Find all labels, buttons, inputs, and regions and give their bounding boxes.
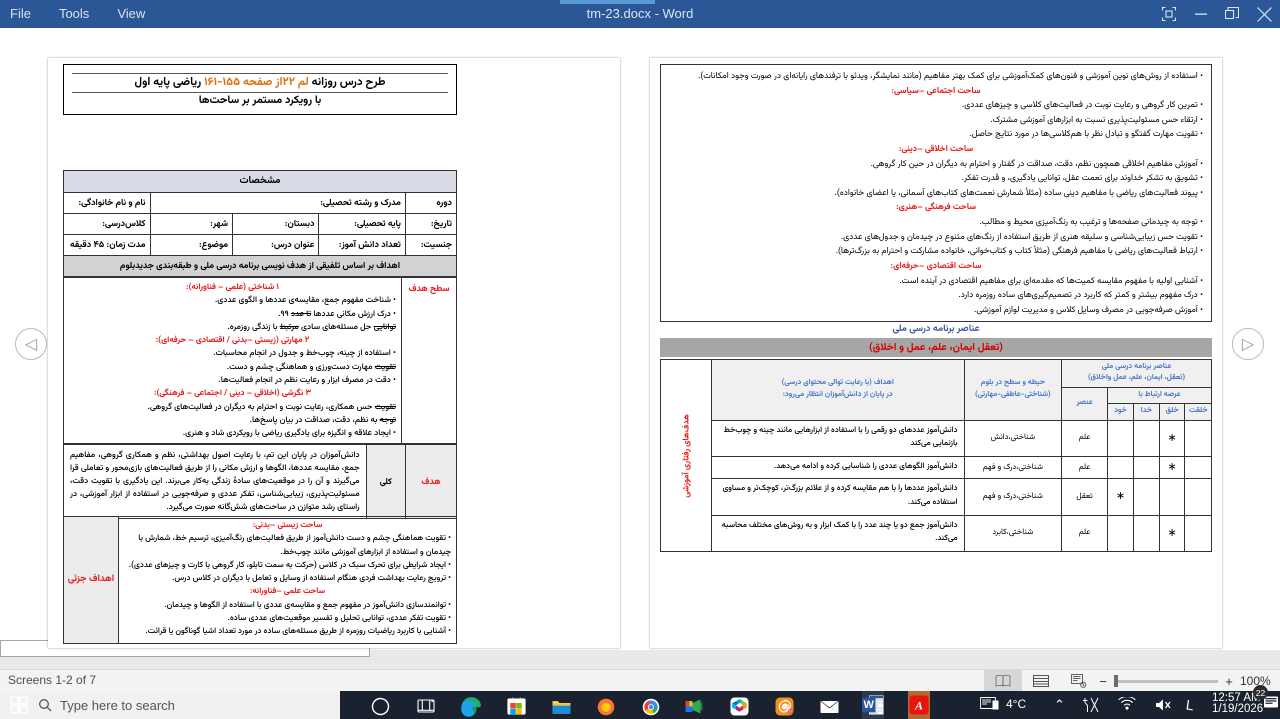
svg-text:W: W: [864, 699, 875, 711]
svg-text:18: 18: [788, 709, 792, 713]
svg-text:A: A: [914, 699, 923, 713]
